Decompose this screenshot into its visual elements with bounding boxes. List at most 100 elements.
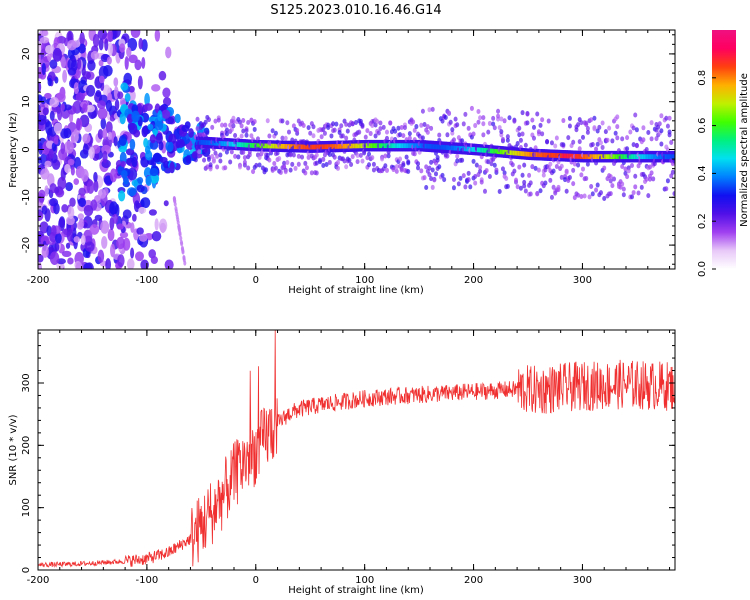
heat-cell (271, 143, 275, 149)
heat-cell (269, 143, 273, 149)
heat-cell (460, 138, 465, 144)
heat-cell (365, 128, 370, 134)
heat-cell (345, 128, 350, 134)
heat-cell (535, 191, 540, 197)
heat-cell (195, 126, 200, 132)
heat-cell (628, 129, 633, 135)
heat-cell (671, 154, 675, 160)
heat-cell (383, 163, 388, 169)
heat-cell (451, 185, 456, 191)
heat-cell (92, 33, 100, 48)
heat-cell (64, 163, 71, 174)
heat-cell (265, 152, 270, 158)
heat-cell (522, 183, 527, 189)
heat-cell (179, 239, 183, 245)
heat-cell (520, 131, 525, 137)
heat-cell (123, 176, 129, 185)
heat-cell (208, 162, 213, 168)
heat-cell (88, 146, 95, 160)
heat-cell (329, 144, 333, 149)
heat-cell (635, 154, 639, 160)
heat-cell (351, 143, 355, 149)
heat-cell (538, 122, 543, 128)
heat-cell (523, 188, 528, 194)
spectrogram-ytick-label-2: 0 (21, 146, 32, 152)
heat-cell (409, 143, 413, 149)
heat-cell (83, 204, 94, 217)
heat-cell (577, 139, 582, 145)
heat-cell (536, 167, 541, 173)
heat-cell (373, 133, 378, 139)
heat-cell (233, 133, 238, 139)
heat-cell (256, 143, 260, 149)
heat-cell (471, 131, 476, 137)
heat-cell (567, 115, 572, 121)
heat-cell (200, 139, 204, 145)
heat-cell (38, 156, 43, 164)
heat-cell (412, 151, 417, 157)
heat-cell (648, 154, 652, 160)
heat-cell (496, 113, 501, 119)
heat-cell (45, 44, 54, 54)
heat-cell (212, 140, 216, 146)
heat-cell (649, 170, 654, 176)
heat-cell (241, 118, 246, 124)
heat-cell (584, 154, 588, 160)
heat-cell (525, 151, 529, 157)
heat-cell (435, 154, 440, 160)
spectrogram-xtick-label-2: 0 (253, 275, 259, 286)
heat-cell (512, 150, 516, 156)
heat-cell (319, 134, 324, 140)
heat-cell (420, 135, 425, 141)
colorbar-tick-label-0: 0.0 (697, 261, 708, 277)
heat-cell (333, 144, 337, 149)
heat-cell (481, 121, 486, 127)
heat-cell (598, 190, 603, 196)
heat-cell (230, 141, 234, 147)
snr-ytick-label-3: 300 (21, 373, 32, 392)
heat-cell (117, 91, 124, 100)
heat-cell (178, 230, 182, 236)
heat-cell (587, 194, 592, 200)
heat-cell (154, 120, 164, 131)
heat-cell (641, 137, 646, 143)
heat-cell (323, 144, 327, 150)
heat-cell (126, 258, 135, 269)
colorbar-tick-label-3: 0.6 (697, 118, 708, 134)
heat-cell (51, 142, 57, 152)
heat-cell (231, 115, 236, 121)
heat-cell (398, 143, 402, 149)
heat-cell (119, 43, 126, 53)
heat-cell (266, 143, 270, 149)
heat-cell (62, 69, 68, 83)
heat-cell (620, 163, 625, 169)
heat-cell (89, 224, 100, 235)
heat-cell (644, 176, 649, 182)
heat-cell (437, 144, 441, 150)
heat-cell (98, 75, 105, 84)
heat-cell (82, 143, 89, 155)
heat-cell (481, 132, 486, 138)
heat-cell (210, 124, 215, 130)
heat-cell (155, 132, 163, 144)
heat-cell (613, 130, 618, 136)
heat-cell (645, 154, 649, 160)
heat-cell (257, 143, 261, 149)
heat-cell (398, 156, 403, 162)
heat-cell (430, 106, 435, 112)
heat-cell (519, 151, 523, 156)
heat-cell (97, 249, 105, 263)
heat-cell (349, 161, 354, 167)
heat-cell (607, 125, 612, 131)
heat-cell (623, 154, 627, 160)
heat-cell (75, 262, 83, 269)
heat-cell (610, 183, 615, 189)
heat-cell (489, 148, 493, 154)
heat-cell (282, 160, 287, 166)
heat-cell (432, 177, 437, 183)
heat-cell (502, 170, 507, 176)
heat-cell (467, 146, 471, 152)
heat-cell (367, 162, 372, 168)
heat-cell (296, 161, 301, 167)
heat-cell (141, 39, 148, 52)
